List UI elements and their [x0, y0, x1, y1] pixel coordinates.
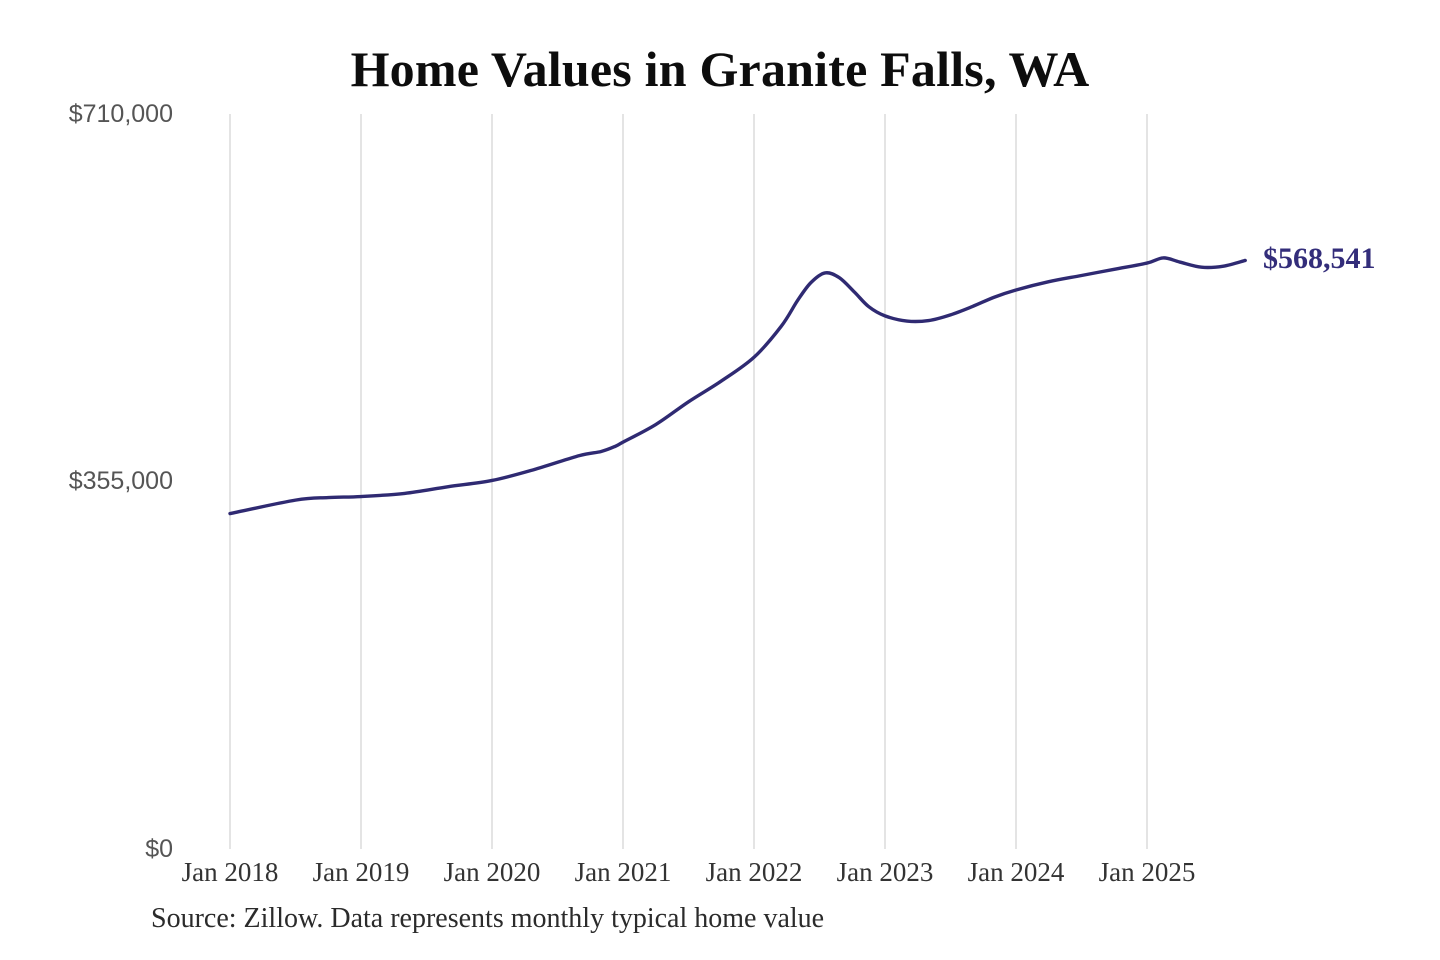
svg-text:Jan 2019: Jan 2019: [313, 857, 410, 887]
svg-text:Jan 2024: Jan 2024: [968, 857, 1065, 887]
svg-text:Jan 2018: Jan 2018: [182, 857, 279, 887]
svg-text:Jan 2021: Jan 2021: [575, 857, 672, 887]
svg-text:$0: $0: [145, 835, 173, 863]
svg-text:Jan 2020: Jan 2020: [444, 857, 541, 887]
svg-text:Jan 2025: Jan 2025: [1099, 857, 1196, 887]
svg-text:$710,000: $710,000: [69, 100, 173, 128]
svg-text:$568,541: $568,541: [1263, 242, 1376, 275]
svg-text:Jan 2023: Jan 2023: [837, 857, 934, 887]
svg-text:$355,000: $355,000: [69, 467, 173, 495]
svg-text:Jan 2022: Jan 2022: [706, 857, 803, 887]
